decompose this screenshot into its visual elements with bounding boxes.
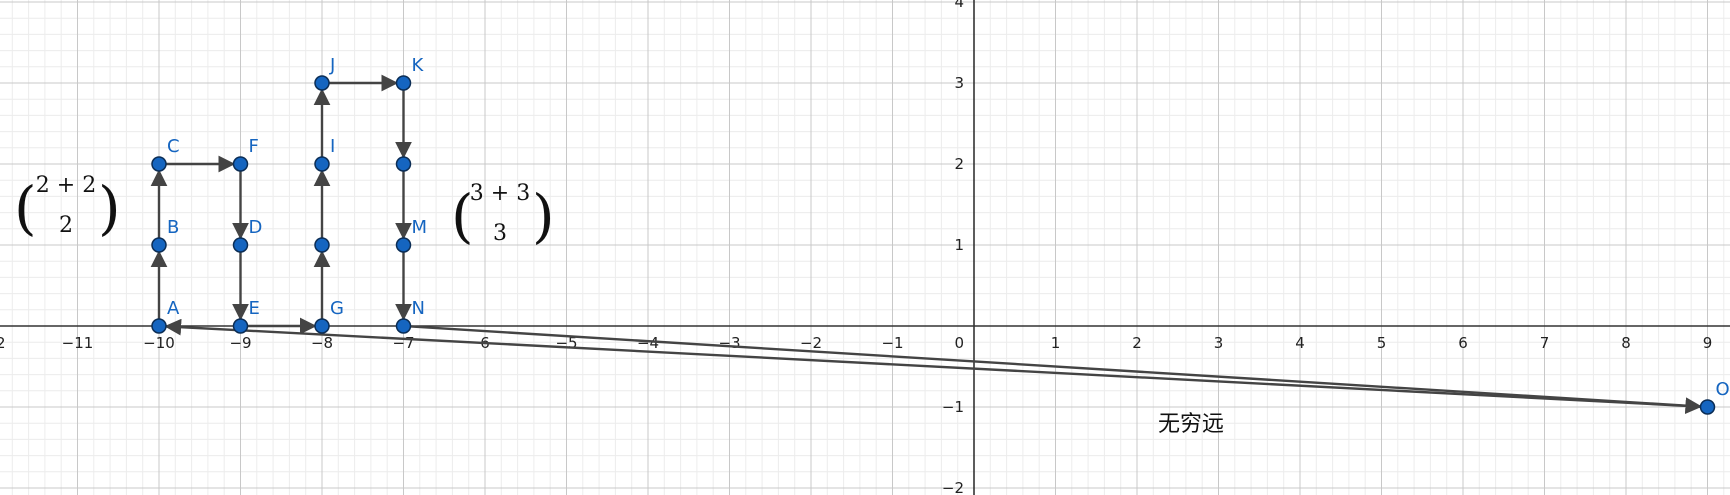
point-g1[interactable]	[314, 237, 330, 253]
x-tick-label: 4	[1295, 334, 1305, 352]
point-O[interactable]	[1699, 399, 1716, 415]
point-A[interactable]	[151, 318, 167, 334]
point-label-A: A	[167, 298, 180, 319]
right-paren: )	[532, 182, 555, 250]
y-tick-label: 4	[954, 0, 964, 11]
vector-arrow	[410, 325, 1703, 415]
point-k2[interactable]	[395, 156, 412, 172]
infinity-text: 无穷远	[1158, 412, 1224, 437]
x-tick-label: −4	[637, 334, 659, 352]
x-tick-label: −8	[311, 334, 333, 352]
point-I[interactable]	[314, 156, 330, 172]
point-label-I: I	[330, 136, 335, 157]
point-label-K: K	[412, 55, 425, 76]
point-M[interactable]	[395, 237, 412, 253]
x-tick-label: 3	[1214, 334, 1224, 352]
point-J[interactable]	[314, 75, 330, 91]
y-tick-label: 3	[954, 74, 964, 92]
point-N[interactable]	[395, 318, 412, 334]
point-C[interactable]	[151, 156, 167, 172]
x-tick-label: 6	[1458, 334, 1468, 352]
left-paren: (	[14, 174, 37, 242]
y-tick-label: 1	[954, 236, 964, 254]
right-paren: )	[98, 174, 121, 242]
x-tick-label: 8	[1621, 334, 1631, 352]
binom-left-top: 2 + 2	[36, 173, 96, 198]
point-F[interactable]	[232, 156, 249, 172]
x-tick-label: 7	[1540, 334, 1550, 352]
point-D[interactable]	[232, 237, 249, 253]
binomial-annotation-left: ( 2 + 2 2 )	[14, 173, 121, 242]
point-E[interactable]	[232, 318, 249, 334]
point-K[interactable]	[395, 75, 412, 91]
x-tick-label: 12	[0, 334, 6, 352]
x-tick-label: 9	[1703, 334, 1713, 352]
x-tick-label: −10	[143, 334, 175, 352]
path-arrows	[150, 74, 1703, 415]
point-B[interactable]	[151, 237, 167, 253]
x-tick-label: −2	[800, 334, 822, 352]
vector-arrow	[164, 318, 1701, 408]
x-tick-label: −9	[229, 334, 251, 352]
points[interactable]: A B C F D E G I J K M N O	[151, 55, 1730, 415]
binom-right-top: 3 + 3	[470, 181, 530, 206]
point-label-F: F	[249, 136, 259, 157]
point-label-M: M	[412, 217, 428, 238]
binomial-annotation-right: ( 3 + 3 3 )	[451, 181, 555, 250]
y-tick-label: −2	[942, 479, 964, 495]
y-tick-label: 2	[954, 155, 964, 173]
x-tick-label: 5	[1377, 334, 1387, 352]
point-label-N: N	[412, 298, 425, 319]
x-tick-label: −7	[392, 334, 414, 352]
point-label-G: G	[330, 298, 344, 319]
point-label-E: E	[249, 298, 260, 319]
binom-right-bottom: 3	[493, 221, 507, 246]
y-tick-label: −1	[942, 398, 964, 416]
binom-left-bottom: 2	[59, 213, 73, 238]
origin-label: 0	[954, 334, 964, 352]
x-tick-label: 2	[1132, 334, 1142, 352]
point-label-B: B	[167, 217, 179, 238]
point-G[interactable]	[314, 318, 330, 334]
x-tick-label: 1	[1051, 334, 1061, 352]
x-tick-label: −11	[62, 334, 94, 352]
left-paren: (	[451, 182, 474, 250]
x-tick-label: −3	[718, 334, 740, 352]
point-label-O: O	[1716, 379, 1730, 400]
point-label-C: C	[167, 136, 180, 157]
point-label-J: J	[329, 55, 335, 76]
x-tick-label: −1	[881, 334, 903, 352]
point-label-D: D	[249, 217, 263, 238]
